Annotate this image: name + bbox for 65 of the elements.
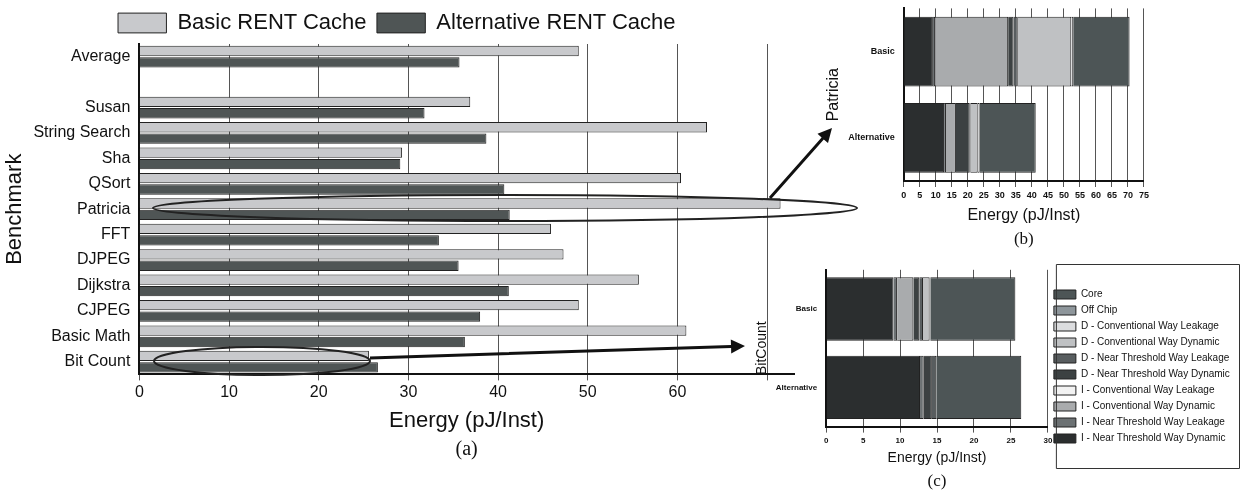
- y-tick-label: Patricia: [76, 199, 131, 217]
- legend-label: I - Near Threshold Way Dynamic: [1080, 432, 1226, 444]
- text: (c): [927, 470, 947, 490]
- x-tick-label: 20: [962, 189, 973, 200]
- x-tick-label: 75: [1138, 189, 1149, 200]
- x-axis-title: Energy (pJ/Inst): [389, 406, 545, 432]
- x-tick-label: 25: [978, 189, 989, 200]
- x-tick-label: 40: [489, 383, 508, 401]
- x-tick-label: 20: [309, 383, 328, 401]
- x-tick-label: 30: [994, 189, 1005, 200]
- x-tick-label: 25: [1006, 435, 1016, 445]
- legend-label: Core: [1080, 288, 1103, 300]
- x-tick-label: 10: [930, 189, 941, 200]
- y-tick-label: FFT: [101, 225, 131, 243]
- y-axis-title: Benchmark: [1, 152, 27, 265]
- y-tick-label: Average: [71, 47, 131, 65]
- legend-label: I - Near Threshold Way Leakage: [1080, 416, 1226, 428]
- y-tick-label: Bit Count: [64, 352, 131, 370]
- y-tick-label: Basic: [795, 304, 818, 314]
- y-tick-label: Basic: [870, 46, 895, 57]
- x-tick-label: 55: [1074, 189, 1085, 200]
- x-tick-label: 5: [860, 435, 866, 445]
- y-tick-label: DJPEG: [76, 250, 131, 268]
- y-tick-label: String Search: [33, 123, 131, 141]
- text: (a): [455, 437, 478, 461]
- x-tick-label: 15: [932, 435, 943, 445]
- x-tick-label: 15: [946, 189, 957, 200]
- x-axis-title: Energy (pJ/Inst): [967, 205, 1081, 223]
- x-tick-label: 0: [823, 435, 829, 445]
- x-tick-label: 30: [1043, 435, 1053, 445]
- x-tick-label: 10: [220, 383, 239, 401]
- y-tick-label: Sha: [101, 148, 131, 166]
- y-tick-label: Susan: [84, 97, 131, 115]
- x-tick-label: 30: [399, 383, 418, 401]
- legend-label: Alternative RENT Cache: [436, 9, 676, 35]
- x-tick-label: 65: [1106, 189, 1117, 200]
- text: (b): [1013, 228, 1034, 248]
- legend-label: D - Conventional Way Dynamic: [1080, 336, 1220, 348]
- x-tick-label: 70: [1122, 189, 1133, 200]
- legend-label: D - Conventional Way Leakage: [1080, 320, 1220, 332]
- y-tick-label: QSort: [88, 174, 131, 192]
- x-tick-label: 0: [901, 189, 907, 200]
- legend-label: Basic RENT Cache: [177, 9, 367, 35]
- x-axis-title: Energy (pJ/Inst): [887, 449, 987, 466]
- x-tick-label: 5: [917, 189, 923, 200]
- x-tick-label: 40: [1026, 189, 1037, 200]
- y-tick-label: CJPEG: [76, 301, 131, 319]
- legend-label: I - Conventional Way Leakage: [1080, 384, 1215, 396]
- y-tick-label: Alternative: [848, 132, 895, 143]
- x-tick-label: 50: [1058, 189, 1069, 200]
- legend-label: I - Conventional Way Dynamic: [1080, 400, 1216, 412]
- x-tick-label: 60: [1090, 189, 1101, 200]
- y-tick-label: Alternative: [775, 382, 818, 392]
- y-tick-label: Basic Math: [51, 326, 131, 344]
- legend-label: D - Near Threshold Way Dynamic: [1080, 368, 1230, 380]
- x-tick-label: 10: [895, 435, 906, 445]
- x-tick-label: 50: [578, 383, 597, 401]
- x-tick-label: 20: [969, 435, 979, 445]
- legend-label: D - Near Threshold Way Leakage: [1080, 352, 1230, 364]
- x-tick-label: 60: [668, 383, 687, 401]
- y-tick-label: Dijkstra: [76, 275, 131, 293]
- x-tick-label: 35: [1010, 189, 1021, 200]
- legend-label: Off Chip: [1080, 304, 1118, 316]
- x-tick-label: 45: [1042, 189, 1053, 200]
- x-tick-label: 0: [134, 383, 144, 401]
